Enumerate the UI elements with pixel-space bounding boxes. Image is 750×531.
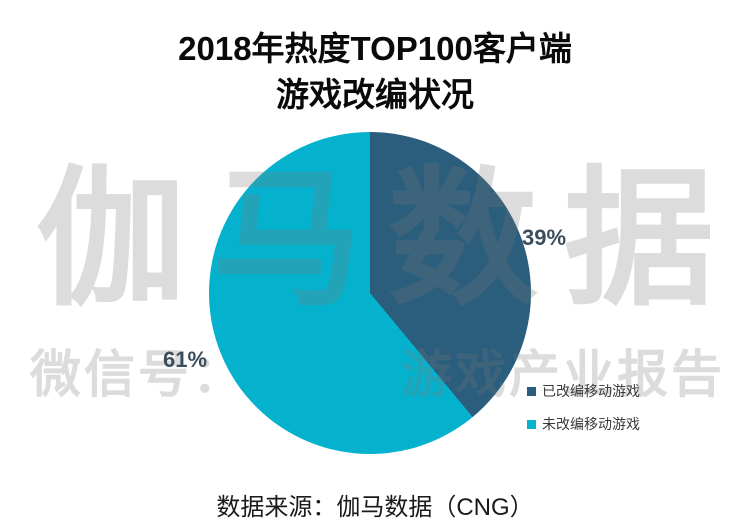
legend-label-not-adapted: 未改编移动游戏 (542, 416, 640, 432)
chart-title: 2018年热度TOP100客户端 游戏改编状况 (0, 26, 750, 118)
legend-swatch-not-adapted (527, 419, 536, 429)
pie-label-not-adapted: 61% (163, 347, 208, 372)
pie (209, 132, 531, 454)
pie-label-adapted: 39% (522, 225, 567, 250)
chart-title-line1: 2018年热度TOP100客户端 (178, 30, 572, 67)
legend-label-adapted: 已改编移动游戏 (542, 383, 640, 399)
legend-item-not-adapted: 未改编移动游戏 (527, 414, 640, 434)
data-source-note: 数据来源：伽马数据（CNG） (216, 494, 534, 521)
legend-swatch-adapted (527, 386, 536, 396)
legend-item-adapted: 已改编移动游戏 (527, 381, 640, 401)
chart-title-line2: 游戏改编状况 (276, 76, 474, 113)
legend: 已改编移动游戏 未改编移动游戏 (527, 381, 640, 447)
watermark-wechat-prefix: 微信号： (30, 346, 247, 403)
